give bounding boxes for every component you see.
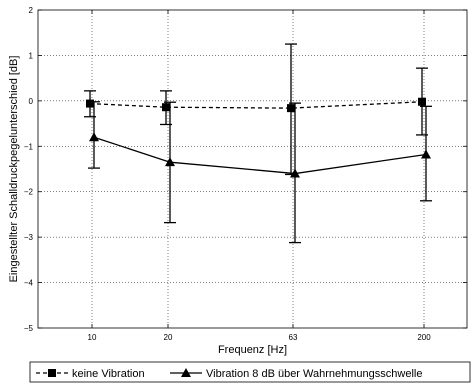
data-point-triangle xyxy=(290,168,300,178)
series-line xyxy=(93,136,427,175)
y-axis-label: Eingestellter Schalldruckpegelunterschie… xyxy=(8,56,20,283)
y-tick-label: 2 xyxy=(29,6,34,15)
series-1 xyxy=(84,43,428,176)
y-tick-label: 1 xyxy=(29,51,34,60)
x-tick-label: 63 xyxy=(289,333,298,342)
x-tick-label: 10 xyxy=(88,333,97,342)
legend-marker-triangle xyxy=(181,368,191,377)
grid-lines xyxy=(38,10,467,328)
data-point-square xyxy=(162,103,170,112)
data-point-square xyxy=(86,99,94,108)
y-tick-label: −3 xyxy=(24,233,34,242)
y-tick-label: 0 xyxy=(29,97,34,106)
data-point-square xyxy=(287,104,295,113)
y-axis-ticks: 2 1 0 −1 −2 −3 −4 −5 xyxy=(24,6,467,333)
x-axis-label: Frequenz [Hz] xyxy=(218,344,287,356)
y-tick-label: −2 xyxy=(24,188,34,197)
legend-box xyxy=(29,361,471,383)
data-point-square xyxy=(418,97,426,106)
legend-marker-square xyxy=(48,369,56,377)
y-tick-label: −1 xyxy=(24,142,34,151)
series-layer xyxy=(84,43,432,244)
y-tick-label: −5 xyxy=(24,324,34,333)
data-point-triangle xyxy=(89,132,99,142)
plot-area-frame xyxy=(37,9,468,329)
y-tick-label: −4 xyxy=(24,279,34,288)
x-tick-label: 200 xyxy=(417,333,431,342)
x-tick-label: 20 xyxy=(164,333,173,342)
data-point-triangle xyxy=(165,157,175,167)
legend-label: keine Vibration xyxy=(72,368,145,380)
legend: keine Vibration Vibration 8 dB über Wahrn… xyxy=(29,361,471,383)
data-point-triangle xyxy=(421,149,431,159)
series-2 xyxy=(88,101,432,244)
x-axis-ticks: 10 20 63 200 xyxy=(88,10,431,342)
series-line xyxy=(89,101,423,109)
legend-label: Vibration 8 dB über Wahrnehmungsschwelle xyxy=(206,368,422,380)
